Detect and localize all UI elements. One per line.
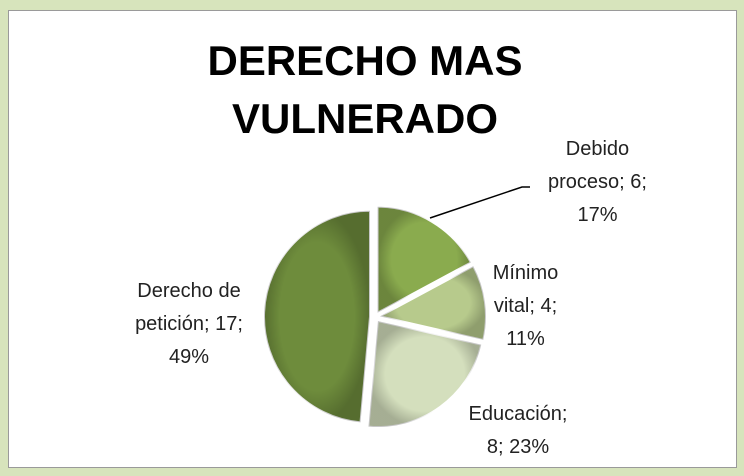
data-label: Derecho de petición; 17; 49% bbox=[135, 280, 243, 368]
data-label: Educación; 8; 23% bbox=[468, 403, 568, 458]
leader-line bbox=[429, 186, 530, 219]
chart-title: DERECHO MAS VULNERADO bbox=[207, 37, 523, 142]
data-label: Mínimo vital; 4; 11% bbox=[492, 262, 559, 350]
pie-slice bbox=[263, 209, 372, 424]
data-label: Debido proceso; 6; 17% bbox=[548, 138, 647, 226]
